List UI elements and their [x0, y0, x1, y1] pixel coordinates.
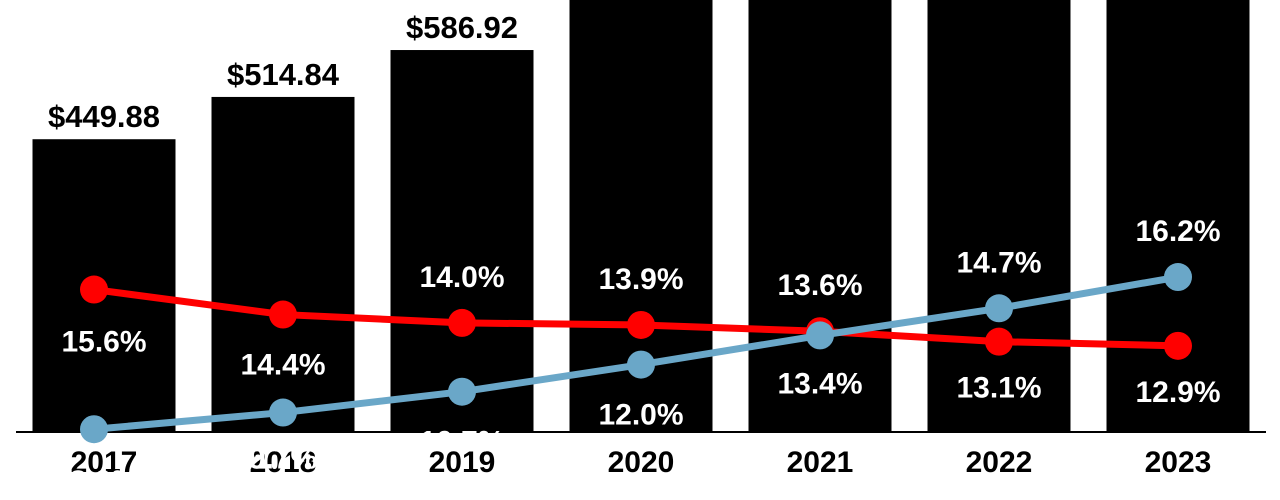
series-1-data-label: 13.9% [598, 263, 683, 296]
series-2-point [269, 398, 297, 427]
series-1-point [1164, 331, 1192, 360]
percent-labels-layer: 15.6% 14.4% 14.0% 13.9% 13.6% 13.1% 12.9% 8.9% 9… [61, 215, 1220, 498]
series-1-point [448, 308, 476, 337]
x-tick-label: 2021 [787, 446, 854, 479]
series-2-data-label: 14.7% [956, 246, 1041, 279]
bar-2022 [927, 0, 1071, 432]
series-2-point [448, 377, 476, 406]
x-tick-label: 2019 [429, 446, 496, 479]
series-2-data-label: 13.4% [777, 367, 862, 400]
series-1-data-label: 12.9% [1135, 376, 1220, 409]
x-tick-labels: 2017 2018 2019 2020 2021 2022 2023 [71, 446, 1212, 479]
series-1-point [627, 310, 655, 339]
series-1-data-label: 14.4% [240, 349, 325, 382]
series-1-point [985, 327, 1013, 356]
bar-2018 [211, 96, 355, 432]
series-2-point [806, 321, 834, 350]
series-1-data-label: 13.1% [956, 372, 1041, 405]
series-2-point [985, 294, 1013, 323]
x-tick-label: 2022 [966, 446, 1033, 479]
series-1-point [269, 300, 297, 329]
series-2-point [1164, 263, 1192, 292]
series-2-data-label: 9.7% [249, 443, 317, 476]
series-2-point [627, 350, 655, 379]
bars-layer: $449.88 $514.84 $586.92 [32, 0, 1250, 433]
line-series-layer [80, 263, 1192, 444]
series-2-data-label: 16.2% [1135, 215, 1220, 248]
bar-value-label: $514.84 [227, 57, 340, 92]
series-1-data-label: 14.0% [419, 261, 504, 294]
series-1-data-label: 15.6% [61, 326, 146, 359]
bar-2021 [748, 0, 892, 432]
series-2-data-label: 8.9% [70, 465, 138, 498]
series-2-data-label: 10.7% [419, 426, 504, 459]
bar-value-label: $449.88 [48, 99, 160, 134]
series-1-point [80, 275, 108, 304]
x-tick-label: 2018 [250, 446, 317, 479]
x-tick-label: 2020 [608, 446, 675, 479]
bar-2023 [1106, 0, 1250, 432]
series-1-data-label: 13.6% [777, 269, 862, 302]
series-2-data-label: 12.0% [598, 399, 683, 432]
x-tick-label: 2017 [71, 446, 138, 479]
bar-2019 [390, 50, 534, 432]
x-tick-label: 2023 [1145, 446, 1212, 479]
series-2-point [80, 415, 108, 444]
bar-value-label: $586.92 [406, 10, 518, 45]
